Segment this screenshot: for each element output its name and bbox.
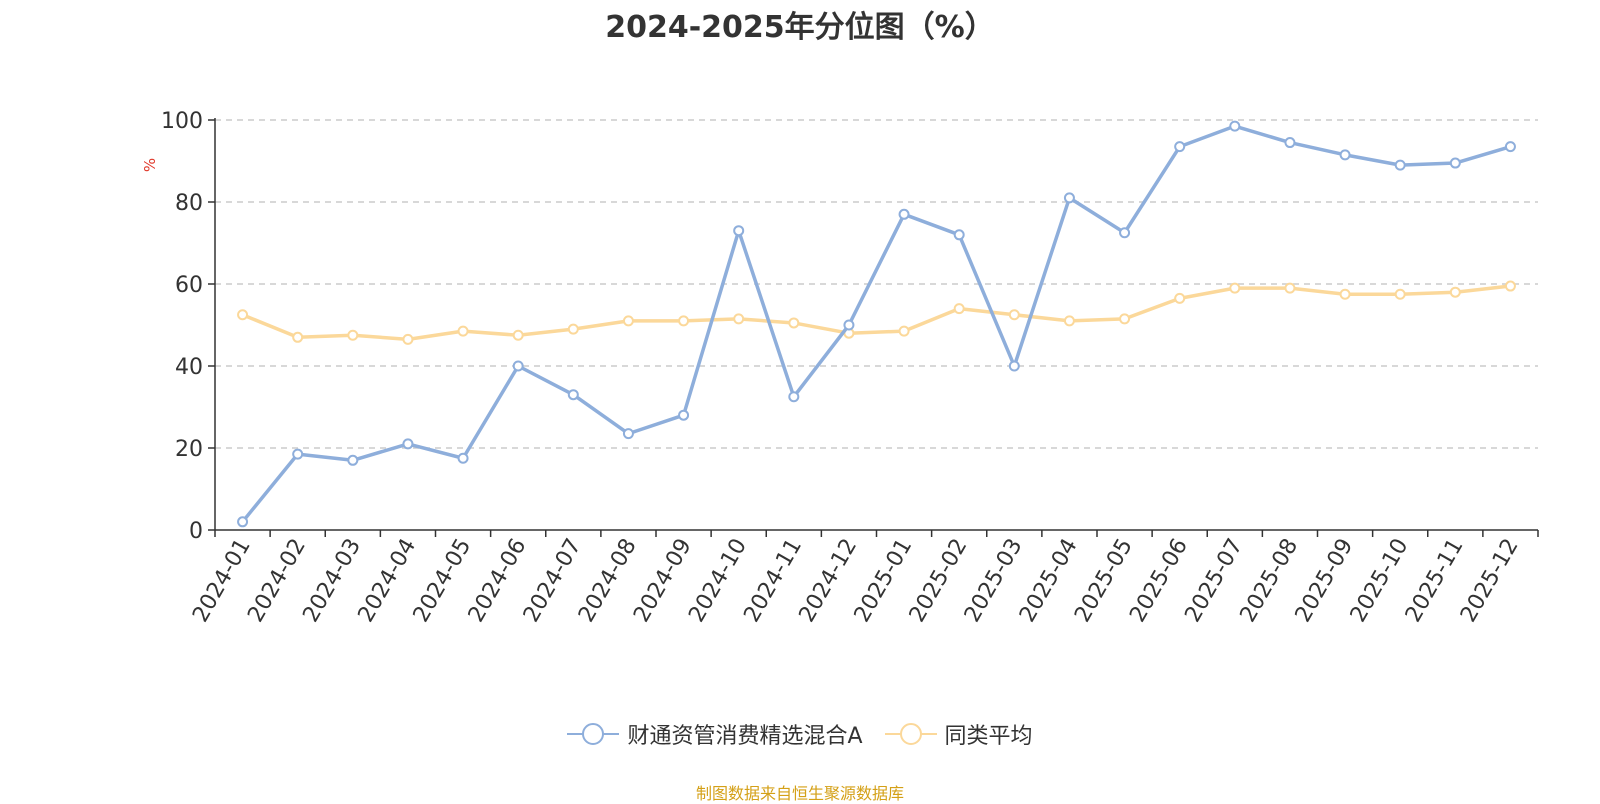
data-point bbox=[953, 303, 965, 315]
data-point bbox=[292, 331, 304, 343]
data-point bbox=[457, 452, 469, 464]
data-point bbox=[1284, 137, 1296, 149]
data-point bbox=[1063, 315, 1075, 327]
data-point bbox=[1284, 282, 1296, 294]
data-point bbox=[402, 333, 414, 345]
data-point bbox=[898, 208, 910, 220]
data-point bbox=[1229, 120, 1241, 132]
data-point bbox=[512, 329, 524, 341]
y-tick-label: 20 bbox=[175, 437, 203, 462]
chart-plot: 0204060801002024-012024-022024-032024-04… bbox=[141, 109, 1539, 627]
data-point bbox=[402, 438, 414, 450]
y-axis-unit-label: % bbox=[141, 158, 159, 172]
legend-item-fund[interactable]: 财通资管消费精选混合A bbox=[567, 718, 863, 750]
data-point bbox=[898, 325, 910, 337]
data-point bbox=[1339, 288, 1351, 300]
legend-label-peer-average: 同类平均 bbox=[944, 724, 1033, 749]
y-tick-label: 80 bbox=[175, 191, 203, 216]
data-point bbox=[1449, 286, 1461, 298]
source-note: 制图数据来自恒生聚源数据库 bbox=[695, 784, 904, 803]
data-point bbox=[1394, 159, 1406, 171]
data-point bbox=[457, 325, 469, 337]
data-point bbox=[1008, 309, 1020, 321]
data-point bbox=[788, 317, 800, 329]
data-point bbox=[1008, 360, 1020, 372]
data-point bbox=[1504, 141, 1516, 153]
legend: 财通资管消费精选混合A 同类平均 bbox=[0, 718, 1600, 750]
data-point bbox=[678, 315, 690, 327]
chart-title: 2024-2025年分位图（%） bbox=[605, 10, 995, 45]
data-point bbox=[1174, 292, 1186, 304]
data-point bbox=[1119, 313, 1131, 325]
data-point bbox=[678, 409, 690, 421]
y-tick-label: 40 bbox=[175, 355, 203, 380]
data-point bbox=[1063, 192, 1075, 204]
data-point bbox=[1174, 141, 1186, 153]
data-point bbox=[237, 516, 249, 528]
y-tick-label: 0 bbox=[189, 519, 203, 544]
series-lines bbox=[237, 120, 1516, 528]
data-point bbox=[1449, 157, 1461, 169]
data-point bbox=[237, 309, 249, 321]
y-tick-label: 60 bbox=[175, 273, 203, 298]
data-point bbox=[733, 313, 745, 325]
data-point bbox=[347, 454, 359, 466]
data-point bbox=[1504, 280, 1516, 292]
data-point bbox=[1394, 288, 1406, 300]
grid-lines bbox=[215, 119, 1538, 449]
data-point bbox=[1339, 149, 1351, 161]
data-point bbox=[347, 329, 359, 341]
data-point bbox=[512, 360, 524, 372]
axes: 0204060801002024-012024-022024-032024-04… bbox=[161, 109, 1539, 627]
data-point bbox=[567, 323, 579, 335]
series-line-1 bbox=[240, 284, 1513, 342]
data-point bbox=[567, 389, 579, 401]
data-point bbox=[788, 391, 800, 403]
y-tick-label: 100 bbox=[161, 109, 203, 134]
data-point bbox=[953, 229, 965, 241]
data-point bbox=[292, 448, 304, 460]
series-line-0 bbox=[240, 124, 1513, 524]
data-point bbox=[622, 315, 634, 327]
legend-marker-fund-icon bbox=[567, 723, 620, 745]
legend-label-fund: 财通资管消费精选混合A bbox=[627, 724, 863, 749]
data-point bbox=[733, 225, 745, 237]
data-point bbox=[622, 428, 634, 440]
data-point bbox=[1119, 227, 1131, 239]
legend-item-peer-average[interactable]: 同类平均 bbox=[884, 718, 1033, 750]
data-point bbox=[843, 319, 855, 331]
data-point bbox=[1229, 282, 1241, 294]
legend-marker-peer-average-icon bbox=[884, 723, 937, 745]
